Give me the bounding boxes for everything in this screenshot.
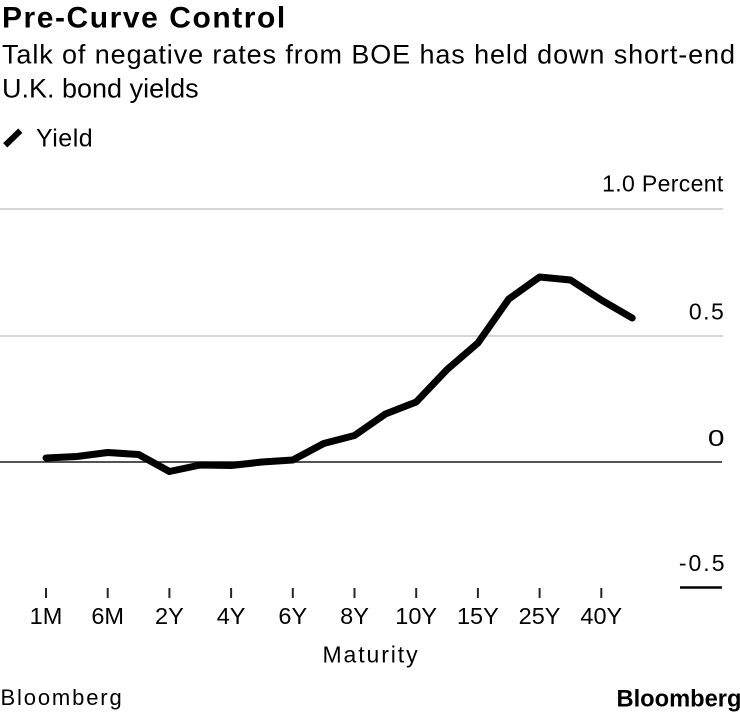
- svg-text:6Y: 6Y: [278, 603, 307, 629]
- svg-text:6M: 6M: [91, 603, 124, 629]
- svg-text:1M: 1M: [30, 603, 63, 629]
- svg-text:Pre-Curve Control: Pre-Curve Control: [2, 1, 287, 34]
- svg-text:40Y: 40Y: [580, 603, 622, 629]
- svg-text:4Y: 4Y: [217, 603, 246, 629]
- svg-text:25Y: 25Y: [519, 603, 561, 629]
- svg-text:U.K. bond yields: U.K. bond yields: [2, 73, 199, 103]
- svg-text:Maturity: Maturity: [323, 641, 420, 667]
- svg-text:0: 0: [708, 425, 725, 451]
- svg-text:Bloomberg: Bloomberg: [1, 685, 124, 710]
- svg-text:Talk of negative rates from BO: Talk of negative rates from BOE has held…: [2, 40, 736, 70]
- svg-text:2Y: 2Y: [155, 603, 184, 629]
- svg-text:0.5: 0.5: [689, 299, 725, 325]
- svg-text:15Y: 15Y: [457, 603, 499, 629]
- svg-text:Bloomberg: Bloomberg: [616, 687, 740, 713]
- svg-text:1.0 Percent: 1.0 Percent: [602, 171, 724, 197]
- svg-text:-0.5: -0.5: [679, 550, 727, 576]
- svg-text:10Y: 10Y: [395, 603, 437, 629]
- svg-text:Yield: Yield: [36, 124, 93, 152]
- svg-text:8Y: 8Y: [340, 603, 369, 629]
